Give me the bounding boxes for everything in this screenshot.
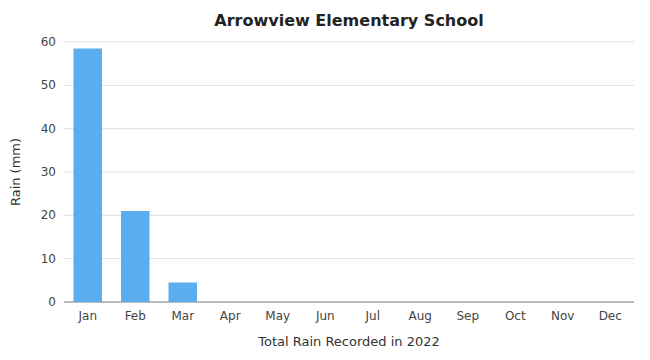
grid-line [64, 85, 634, 86]
bar [121, 211, 150, 302]
y-tick-label: 30 [41, 165, 56, 179]
bar [406, 302, 435, 303]
x-tick-label: Jun [315, 309, 335, 323]
x-tick-label: Mar [171, 309, 194, 323]
chart-svg: 0 10 20 30 40 50 60 Jan Feb Mar Apr May Jun Jul Aug Sep… [0, 0, 650, 360]
grid-line [64, 172, 634, 173]
bar [264, 302, 293, 303]
grid-line [64, 42, 634, 43]
x-tick-label: Nov [551, 309, 574, 323]
bar [454, 302, 483, 303]
x-axis-label: Total Rain Recorded in 2022 [257, 334, 440, 349]
y-tick-label: 0 [48, 295, 56, 309]
bar [169, 283, 198, 303]
x-tick-label: Sep [456, 309, 479, 323]
grid-line [64, 128, 634, 129]
bar [549, 302, 578, 303]
chart-title: Arrowview Elementary School [214, 11, 483, 30]
grid [64, 42, 634, 302]
x-tick-label: Jul [365, 309, 380, 323]
axes: 0 10 20 30 40 50 60 Jan Feb Mar Apr May Jun Jul Aug Sep… [41, 35, 634, 323]
y-tick-label: 50 [41, 78, 56, 92]
y-tick-label: 40 [41, 122, 56, 136]
bars [74, 49, 198, 303]
y-tick-label: 60 [41, 35, 56, 49]
bar [596, 302, 625, 303]
x-tick-label: Apr [220, 309, 241, 323]
bar [216, 302, 245, 303]
y-tick-label: 20 [41, 208, 56, 222]
x-tick-label: Aug [409, 309, 432, 323]
x-tick-label: Dec [599, 309, 622, 323]
x-tick-label: Oct [505, 309, 526, 323]
bar [359, 302, 388, 303]
x-tick-label: May [265, 309, 290, 323]
bar [74, 49, 103, 303]
bar [501, 302, 530, 303]
y-tick-label: 10 [41, 252, 56, 266]
x-tick-label: Feb [125, 309, 146, 323]
y-axis-label: Rain (mm) [8, 138, 23, 206]
chart-container: 0 10 20 30 40 50 60 Jan Feb Mar Apr May Jun Jul Aug Sep… [0, 0, 650, 360]
x-tick-label: Jan [78, 309, 98, 323]
bar [311, 302, 340, 303]
